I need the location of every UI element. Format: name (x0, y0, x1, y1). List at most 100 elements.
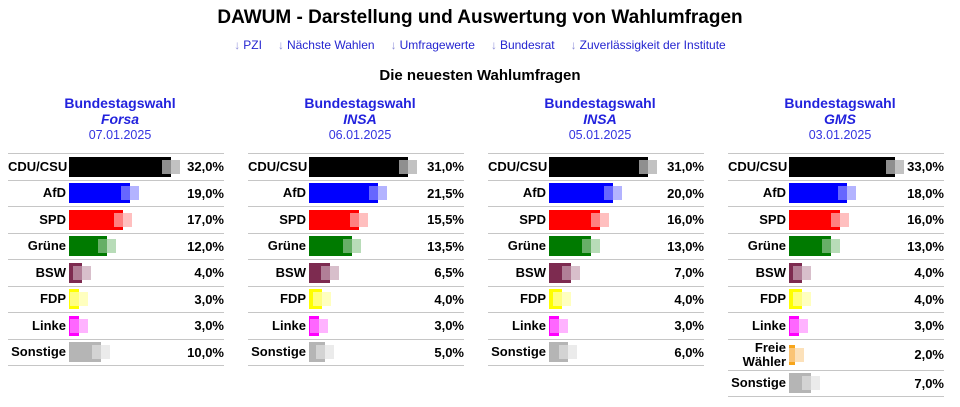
poll-row: BSW 7,0% (488, 259, 704, 286)
prev-value-marker-outer (801, 292, 811, 307)
prev-value-marker-outer (318, 318, 328, 333)
prev-value-marker-inner (309, 318, 319, 333)
party-label: CDU/CSU (8, 158, 68, 174)
poll-rows: CDU/CSU 31,0% AfD 21,5% SPD 15,5% Grüne 13,5% BS… (248, 153, 464, 366)
nav-link-umfragewerte[interactable]: ↓ Umfragewerte (391, 38, 475, 52)
bar-cell (549, 181, 654, 207)
party-bar (309, 209, 359, 230)
party-bar (309, 156, 409, 177)
bar-cell (549, 207, 654, 233)
prev-value-marker-inner (802, 376, 812, 391)
party-value: 32,0% (187, 159, 224, 175)
bar-cell (69, 234, 174, 260)
party-label: SPD (39, 211, 66, 227)
party-value: 3,0% (194, 318, 224, 334)
bar-cell (69, 154, 181, 180)
poll-rows: CDU/CSU 33,0% AfD 18,0% SPD 16,0% Grüne 13,0% BS… (728, 153, 944, 397)
party-value: 6,5% (434, 265, 464, 281)
prev-value-marker-inner (821, 239, 831, 254)
party-bar (309, 236, 353, 257)
bar-cell (789, 234, 894, 260)
nav-link-label: Zuverlässigkeit der Institute (579, 38, 726, 52)
party-bar (549, 236, 591, 257)
bar-cell (69, 260, 174, 286)
poll-row: CDU/CSU 31,0% (248, 153, 464, 180)
nav-link-bundesrat[interactable]: ↓ Bundesrat (491, 38, 555, 52)
party-label: Grüne (747, 238, 786, 254)
bar-cell (69, 181, 174, 207)
party-label: Sonstige (491, 344, 546, 360)
party-value: 13,5% (427, 238, 464, 254)
bar-cell (309, 260, 414, 286)
poll-institute-link[interactable]: INSA (343, 111, 377, 127)
bar-cell (69, 287, 174, 313)
prev-value-marker-outer (81, 265, 91, 280)
party-label: CDU/CSU (248, 158, 308, 174)
poll-title-link[interactable]: Bundestagswahl (784, 95, 896, 111)
bar-cell (309, 234, 414, 260)
poll-column: Bundestagswahl Forsa 07.01.2025 CDU/CSU 32,0… (0, 95, 240, 397)
poll-title-link[interactable]: Bundestagswahl (304, 95, 416, 111)
bar-cell (789, 287, 894, 313)
party-label: FDP (280, 291, 306, 307)
poll-row: Freie Wähler 2,0% (728, 338, 944, 370)
poll-row: SPD 15,5% (248, 206, 464, 233)
page-title: DAWUM - Darstellung und Auswertung von W… (217, 7, 743, 28)
prev-value-marker-outer (558, 318, 568, 333)
party-label: BSW (755, 264, 786, 280)
poll-date: 06.01.2025 (328, 128, 392, 142)
down-arrow-icon: ↓ (490, 38, 497, 52)
party-label: SPD (519, 211, 546, 227)
bar-cell (69, 207, 174, 233)
bar-cell (789, 340, 894, 370)
nav-link-label: Umfragewerte (399, 38, 475, 52)
prev-value-marker-outer (358, 212, 368, 227)
poll-row: FDP 4,0% (728, 285, 944, 313)
prev-value-marker-inner (562, 265, 572, 280)
party-value: 4,0% (914, 291, 944, 307)
prev-value-marker-inner (789, 347, 798, 362)
party-label: AfD (282, 185, 306, 201)
poll-institute-link[interactable]: GMS (824, 111, 856, 127)
down-arrow-icon: ↓ (234, 38, 241, 52)
party-label: SPD (759, 211, 786, 227)
prev-value-marker-inner (581, 239, 591, 254)
bar-cell (549, 287, 654, 313)
prev-value-marker-outer (78, 318, 88, 333)
poll-institute-link[interactable]: INSA (583, 111, 617, 127)
poll-row: Sonstige 7,0% (728, 369, 944, 397)
poll-date: 07.01.2025 (88, 128, 152, 142)
nav-link-n-chste-wahlen[interactable]: ↓ Nächste Wahlen (278, 38, 375, 52)
down-arrow-icon: ↓ (570, 38, 577, 52)
party-value: 7,0% (674, 265, 704, 281)
prev-value-marker-outer (325, 345, 334, 360)
prev-value-marker-outer (846, 186, 856, 201)
party-label: Linke (752, 317, 786, 333)
party-value: 6,0% (674, 344, 704, 360)
bar-cell (549, 260, 654, 286)
nav-link-zuverl-ssigkeit-der-institute[interactable]: ↓ Zuverlässigkeit der Institute (571, 38, 726, 52)
poll-title-link[interactable]: Bundestagswahl (64, 95, 176, 111)
prev-value-marker-outer (801, 265, 811, 280)
party-label: FDP (520, 291, 546, 307)
poll-header: Bundestagswahl INSA 05.01.2025 (480, 95, 720, 143)
prev-value-marker-inner (320, 265, 330, 280)
party-label: Linke (512, 317, 546, 333)
poll-date: 05.01.2025 (568, 128, 632, 142)
party-bar (789, 183, 847, 204)
prev-value-marker-outer (830, 239, 840, 254)
prev-value-marker-inner (639, 159, 649, 174)
bar-cell (69, 313, 174, 339)
poll-row: Grüne 13,0% (488, 232, 704, 260)
poll-institute-link[interactable]: Forsa (100, 111, 140, 127)
poll-header: Bundestagswahl INSA 06.01.2025 (240, 95, 480, 143)
nav-link-pzi[interactable]: ↓ PZI (234, 38, 262, 52)
poll-column: Bundestagswahl INSA 05.01.2025 CDU/CSU 31,0%… (480, 95, 720, 397)
down-arrow-icon: ↓ (390, 38, 397, 52)
poll-row: CDU/CSU 31,0% (488, 153, 704, 180)
poll-rows: CDU/CSU 32,0% AfD 19,0% SPD 17,0% Grüne 12,0% BS… (8, 153, 224, 366)
poll-title-link[interactable]: Bundestagswahl (544, 95, 656, 111)
nav-link-label: Bundesrat (499, 38, 555, 52)
prev-value-marker-inner (552, 292, 562, 307)
prev-value-marker-inner (792, 265, 802, 280)
